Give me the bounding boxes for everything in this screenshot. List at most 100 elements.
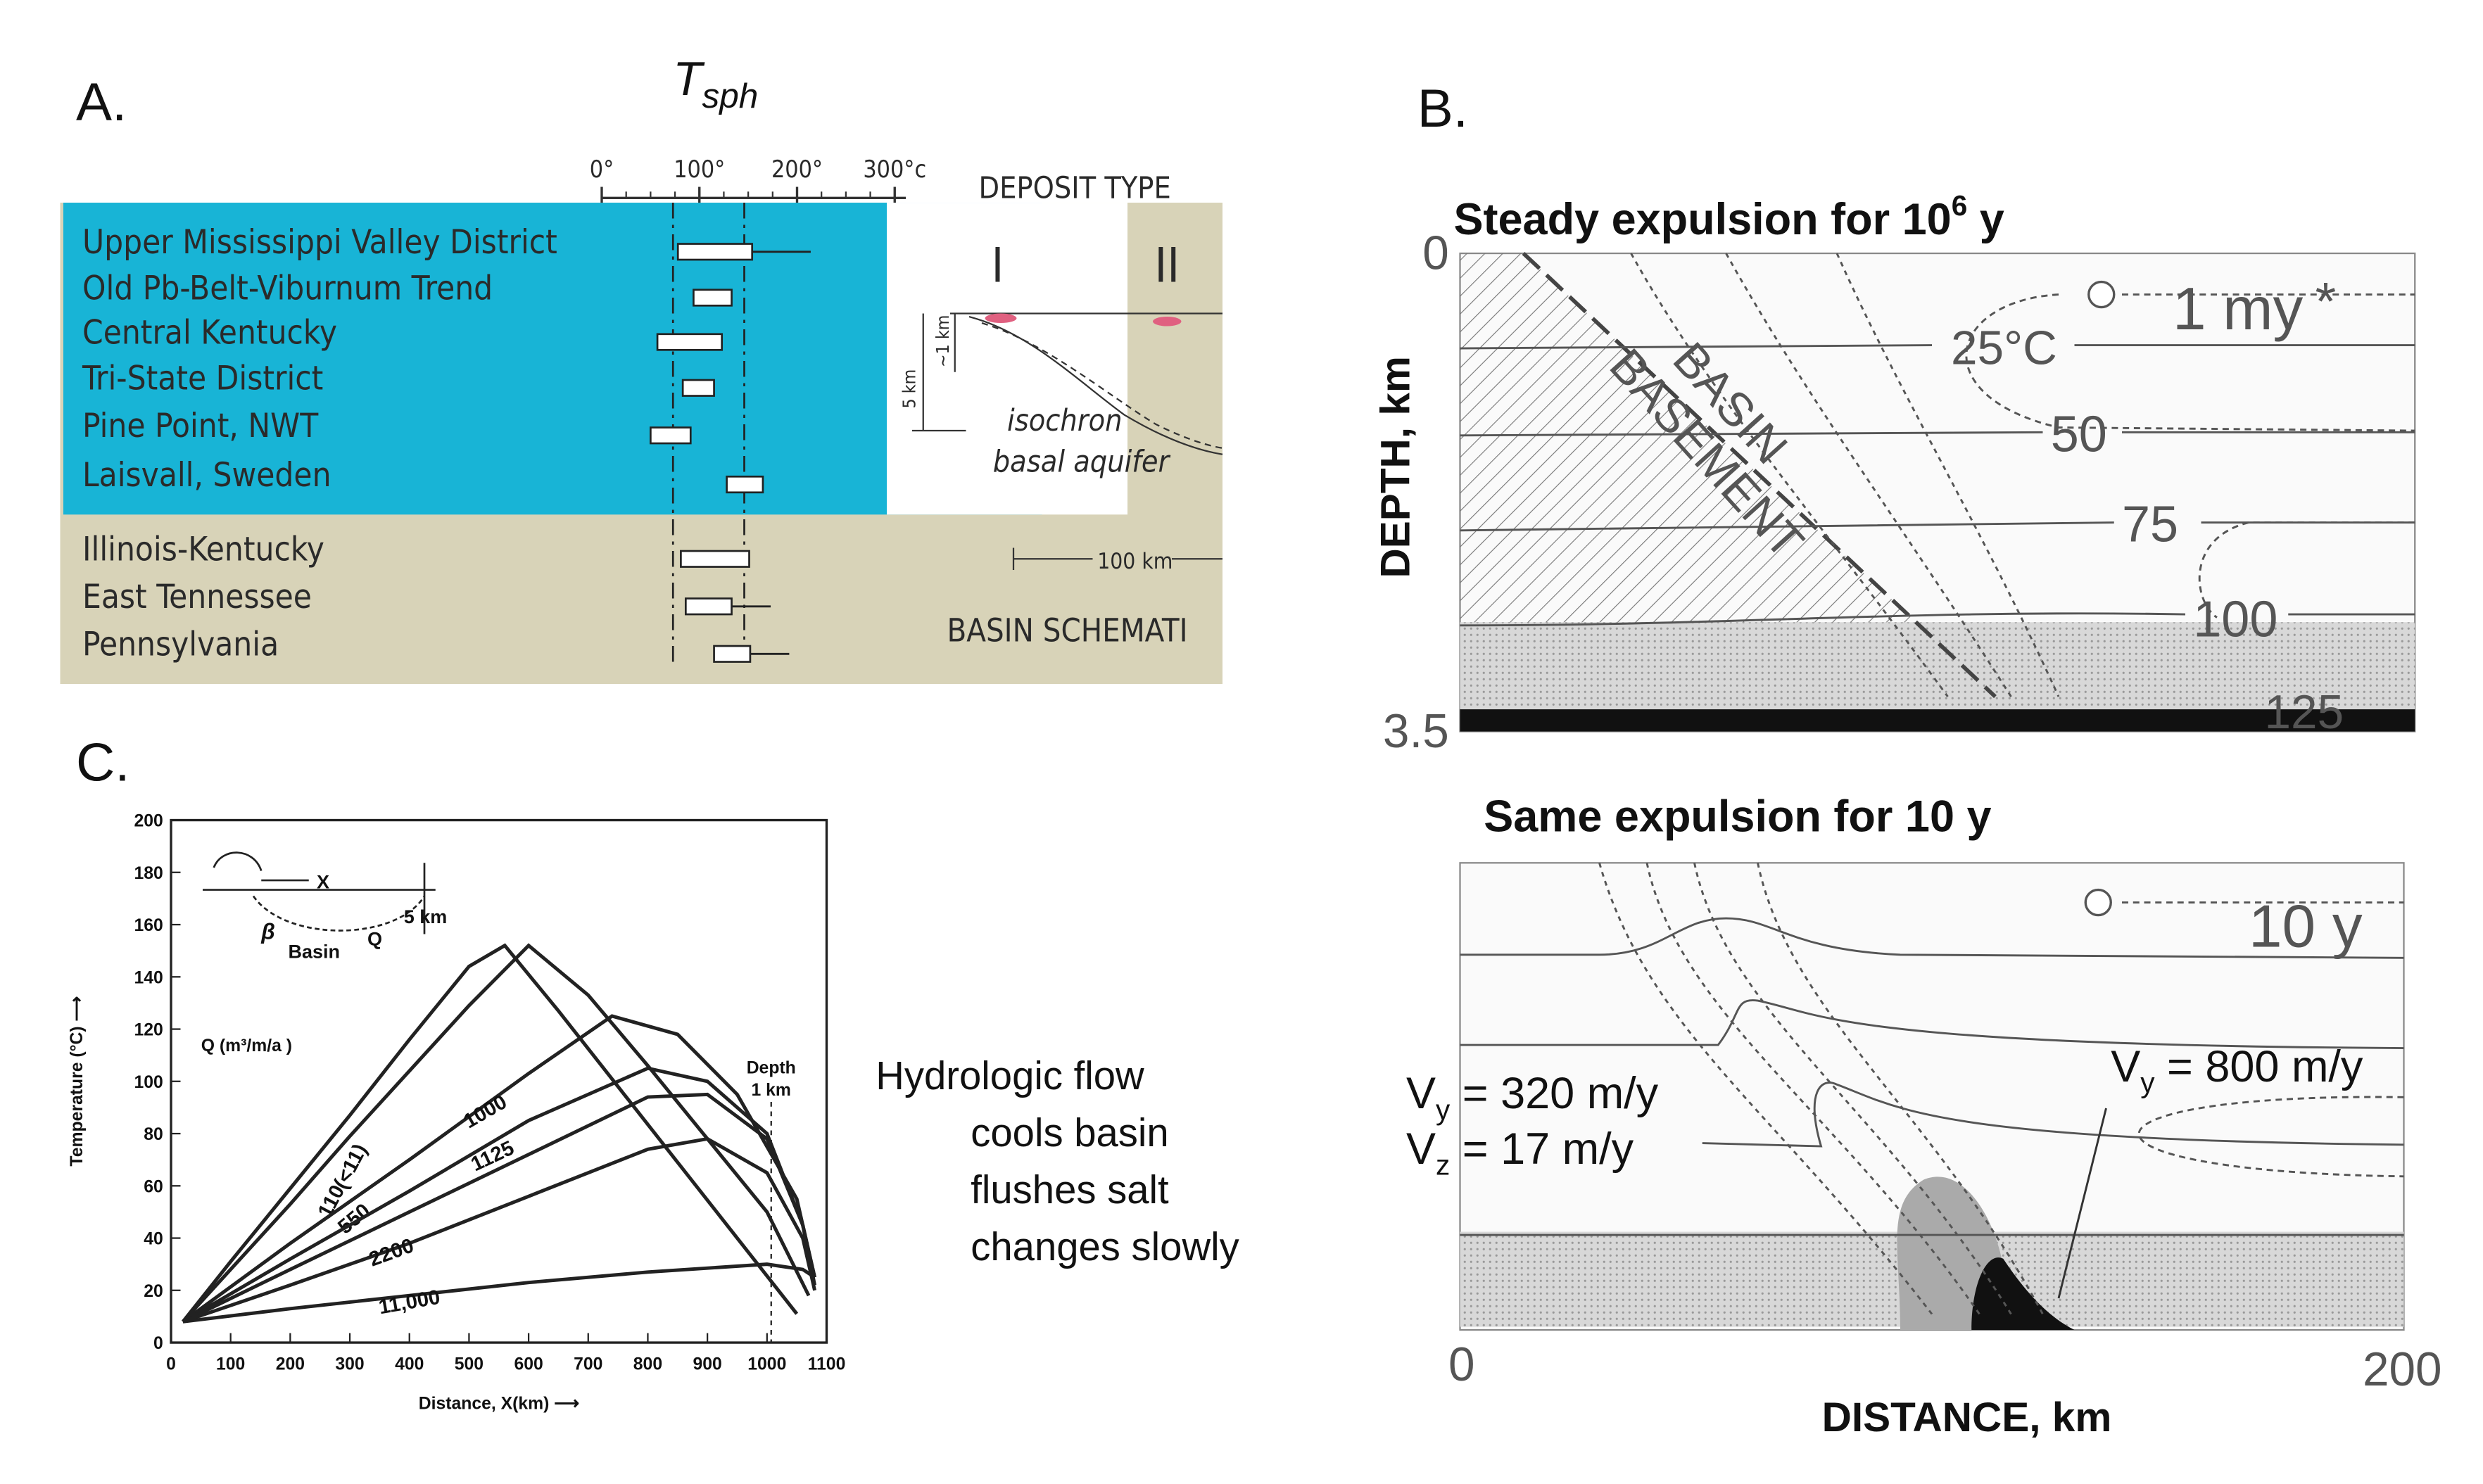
- bottom-layer: [1460, 709, 2415, 732]
- annotation: Depth: [747, 1059, 796, 1078]
- symbol: V: [1406, 1069, 1436, 1118]
- tick-label: 0°: [590, 156, 614, 183]
- series-label: 1000: [460, 1091, 511, 1133]
- y-tick-label: 3.5: [1383, 705, 1449, 758]
- range-bar: [650, 426, 692, 445]
- subscript: z: [1436, 1149, 1450, 1181]
- y-tick-label: 140: [134, 968, 163, 987]
- velocity: Vy = 320 m/y: [1406, 1069, 1659, 1126]
- deposit-name: East Tennessee: [82, 578, 312, 616]
- y-tick-label: 20: [144, 1282, 163, 1301]
- aquifer-layer: [1460, 622, 2415, 710]
- y-axis-label: Temperature (°C) ⟶: [68, 996, 87, 1166]
- x-tick-label: 1000: [747, 1355, 786, 1374]
- x-axis-label: DISTANCE, km: [1822, 1395, 2112, 1440]
- curve: [181, 943, 799, 1323]
- curve: [182, 943, 811, 1324]
- y-tick-label: 80: [144, 1125, 163, 1144]
- x-tick-label: 0: [1448, 1338, 1475, 1391]
- y-tick-label: 180: [134, 864, 163, 883]
- text: = 17 m/y: [1450, 1124, 1634, 1174]
- x-tick-label: 200: [2363, 1343, 2442, 1396]
- panel-b: B. Steady expulsion for 106 y 1 my * 25°…: [1373, 79, 2442, 1440]
- panel-a: A. Tsph DEPOSIT TYPE I II 5 km ~1 km iso…: [60, 53, 1223, 685]
- inset-label: 5 km: [404, 906, 448, 927]
- curve: [182, 1092, 816, 1324]
- y-tick-label: 100: [134, 1073, 163, 1092]
- schematic-caption: BASIN SCHEMATI: [947, 611, 1188, 649]
- inset-label: Q: [367, 928, 382, 949]
- symbol: V: [1406, 1124, 1436, 1174]
- subscript: y: [1436, 1093, 1451, 1126]
- tick-label: 300°c: [863, 156, 926, 183]
- deposit-name: Laisvall, Sweden: [82, 456, 331, 495]
- scale-label: 100 km: [1097, 549, 1173, 574]
- type-label: I: [992, 238, 1004, 293]
- range-bar: [680, 550, 750, 568]
- basement-hatch: [1460, 253, 1995, 697]
- note: flushes salt: [971, 1167, 1169, 1212]
- contour-label: 50: [2051, 406, 2107, 462]
- panel-label: C.: [76, 733, 130, 792]
- deposit-marker: [1153, 317, 1182, 326]
- star: *: [2315, 272, 2337, 332]
- curve: [182, 1262, 816, 1324]
- contour-label: 100: [2193, 592, 2277, 648]
- subscript: y: [2140, 1067, 2155, 1099]
- deposit-marker: [985, 313, 1017, 324]
- curve: [182, 1136, 816, 1324]
- plot-frame: [170, 818, 828, 1344]
- inset-label: Basin: [289, 941, 341, 962]
- time-label: 10 y: [2249, 894, 2363, 960]
- x-tick-label: 600: [514, 1355, 543, 1374]
- text: = 320 m/y: [1450, 1069, 1658, 1118]
- bottom-title: Same expulsion for 10 y: [1484, 792, 1991, 841]
- tick-label: 200°: [771, 156, 823, 183]
- deposit-name: Old Pb-Belt-Viburnum Trend: [82, 269, 493, 307]
- deposit-name: Pennsylvania: [82, 626, 279, 664]
- plume: [1897, 1177, 2075, 1331]
- plot: 0 20 40 60 80 100 120 140 160 180 200 0 100 200 300 400…: [134, 812, 845, 1374]
- deposit-name: Tri-State District: [82, 360, 323, 398]
- x-tick-label: 900: [693, 1355, 721, 1374]
- deposit-name: Pine Point, NWT: [82, 407, 319, 445]
- range-bar: [656, 333, 724, 351]
- note: cools basin: [971, 1110, 1168, 1155]
- panel-label: B.: [1417, 79, 1468, 139]
- x-tick-label: 1100: [808, 1355, 846, 1374]
- plume-core: [1971, 1257, 2075, 1331]
- x-tick-label: 0: [166, 1355, 176, 1374]
- deposit-name: Upper Mississippi Valley District: [82, 223, 557, 262]
- y-tick-label: 160: [134, 916, 163, 935]
- panel-label: A.: [76, 72, 127, 132]
- deposit-bars: 0° 100° 200° 300°c Upper Mississippi Valley …: [82, 156, 926, 664]
- y-tick-label: 200: [134, 812, 163, 831]
- marker: [2087, 280, 2116, 309]
- x-tick-label: 500: [455, 1355, 484, 1374]
- title-sup: 6: [1952, 189, 1968, 222]
- note: changes slowly: [971, 1224, 1239, 1269]
- contour-label: 75: [2122, 497, 2178, 553]
- contours: [1460, 862, 2404, 1315]
- x-tick-label: 400: [395, 1355, 424, 1374]
- x-tick-label: 100: [216, 1355, 245, 1374]
- y-tick-label: 40: [144, 1230, 163, 1249]
- deposit-type: DEPOSIT TYPE: [979, 170, 1171, 205]
- series-label: 11,000: [377, 1286, 442, 1319]
- inset-label: β: [260, 918, 275, 944]
- isochron: isochron: [1007, 403, 1123, 438]
- aquifer: basal aquifer: [993, 445, 1171, 480]
- range-bar: [684, 597, 733, 616]
- y-tick-label: 0: [1422, 227, 1449, 280]
- deposit-name: Illinois-Kentucky: [82, 531, 324, 569]
- top-title: Steady expulsion for 106 y: [1454, 189, 2004, 244]
- x-tick-label: 200: [276, 1355, 305, 1374]
- annotation: 1 km: [752, 1081, 791, 1100]
- velocity: Vy = 800 m/y: [2111, 1042, 2363, 1099]
- inset-label: X: [317, 871, 329, 892]
- series-label: 2200: [366, 1234, 417, 1271]
- title: Steady expulsion for 10: [1454, 195, 1952, 244]
- x-tick-label: 700: [574, 1355, 602, 1374]
